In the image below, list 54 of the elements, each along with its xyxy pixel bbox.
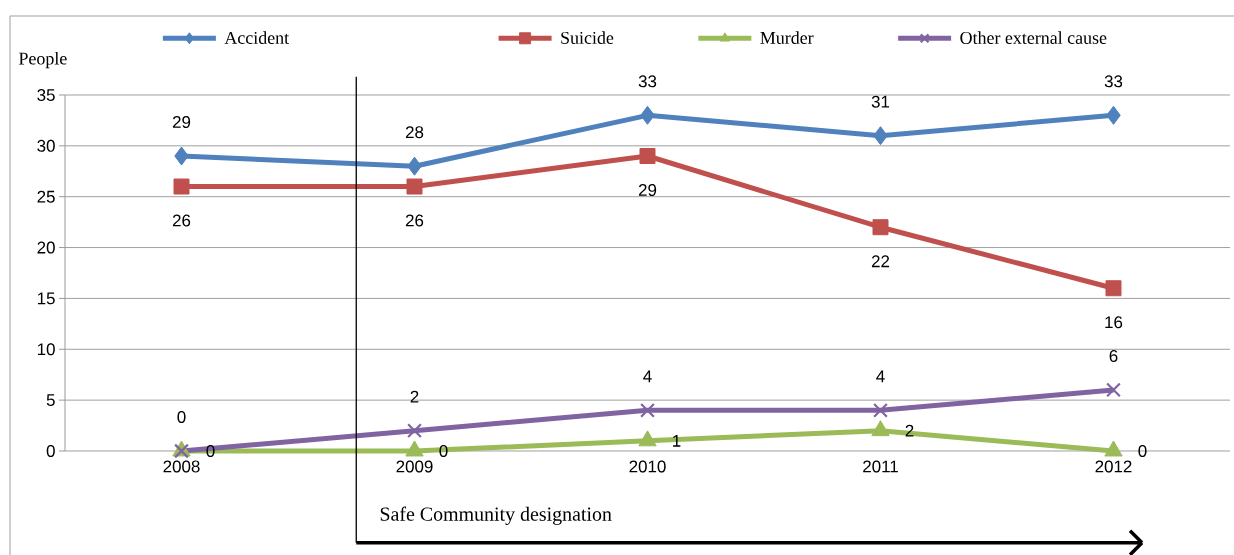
- legend-label: Other external cause: [960, 31, 1107, 44]
- point: [1106, 382, 1121, 398]
- y-tick-label: 25: [37, 190, 55, 203]
- point: [640, 105, 655, 125]
- point: [407, 423, 422, 439]
- data-label: 29: [172, 116, 191, 129]
- data-label: 0: [1138, 444, 1147, 457]
- y-tick-label: 15: [37, 292, 55, 305]
- data-label: 33: [638, 75, 657, 88]
- y-tick-label: 0: [46, 444, 55, 457]
- point: [405, 440, 424, 457]
- point: [873, 126, 888, 146]
- data-label: 33: [1104, 75, 1123, 88]
- data-label: 2: [410, 390, 419, 403]
- x-tick-label: 2011: [863, 460, 898, 473]
- data-label: 29: [638, 184, 657, 197]
- point: [871, 420, 890, 437]
- legend-label: Suicide: [561, 31, 614, 44]
- y-tick-label: 10: [37, 343, 55, 356]
- data-label: 0: [177, 410, 186, 423]
- data-label: 6: [1109, 349, 1118, 362]
- data-label: 26: [405, 214, 424, 227]
- point: [406, 178, 423, 195]
- point: [872, 219, 889, 236]
- point: [1105, 280, 1122, 297]
- y-tick-label: 35: [37, 88, 55, 101]
- point: [640, 402, 655, 418]
- point: [407, 156, 422, 176]
- point: [873, 402, 888, 418]
- data-label: 0: [206, 444, 215, 457]
- x-tick-label: 2009: [396, 460, 433, 473]
- data-label: 16: [1105, 316, 1123, 329]
- y-tick-label: 5: [46, 394, 55, 407]
- x-tick-label: 2008: [163, 460, 200, 473]
- point: [638, 430, 657, 447]
- y-axis-title: People: [18, 51, 67, 69]
- data-label: 26: [172, 214, 191, 227]
- legend-label: Murder: [760, 31, 814, 44]
- point: [1106, 105, 1121, 125]
- y-tick-label: 20: [37, 241, 55, 254]
- x-tick-label: 2012: [1095, 460, 1132, 473]
- data-label: 31: [871, 95, 890, 108]
- y-tick-label: 30: [37, 139, 55, 152]
- point: [173, 178, 190, 195]
- data-label: 4: [876, 370, 885, 383]
- point: [639, 148, 656, 165]
- data-label: 22: [871, 255, 890, 268]
- point: [1104, 440, 1123, 457]
- data-label: 4: [643, 370, 652, 383]
- ref-line-label: Safe Community designation: [380, 506, 612, 525]
- data-label: 28: [405, 126, 424, 139]
- x-tick-label: 2010: [629, 460, 666, 473]
- legend-label: Accident: [224, 31, 289, 44]
- point: [174, 146, 189, 166]
